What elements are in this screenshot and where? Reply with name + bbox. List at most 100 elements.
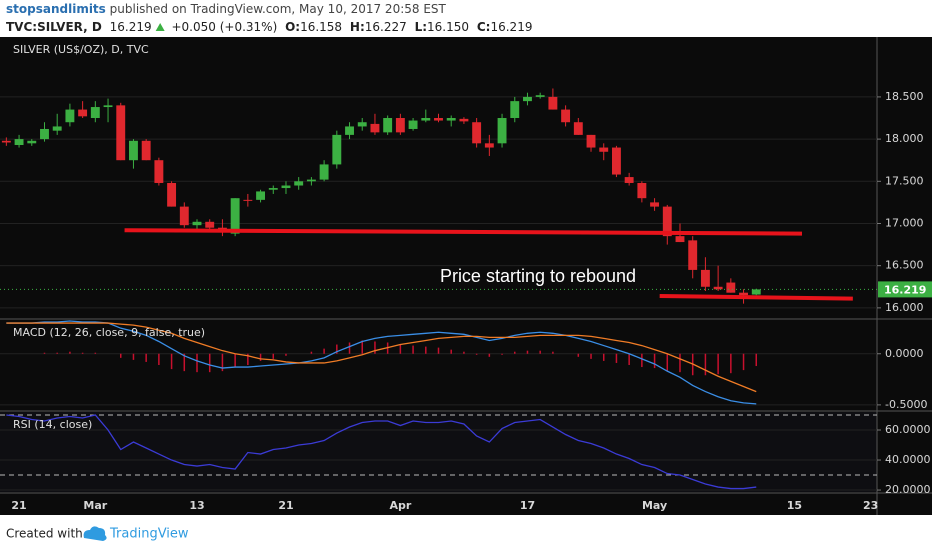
- histogram-bar: [653, 353, 656, 369]
- histogram-bar: [501, 353, 503, 355]
- candle-body: [103, 105, 113, 108]
- last-price-label: 16.219: [884, 283, 926, 296]
- symbol-line: TVC:SILVER, D 16.219 +0.050 (+0.31%) O:1…: [6, 20, 532, 34]
- candle-body: [1, 140, 11, 143]
- candle-body: [192, 221, 202, 226]
- histogram-bar: [348, 342, 351, 354]
- candle-body: [243, 199, 253, 201]
- candle-body: [561, 109, 571, 123]
- open: 16.158: [300, 20, 342, 34]
- histogram-bar: [450, 349, 452, 354]
- y-tick-label: 0.0000: [885, 347, 924, 360]
- support-line: [659, 294, 853, 301]
- y-tick-label: 20.0000: [885, 483, 931, 496]
- published: published on TradingView.com, May 10, 20…: [110, 2, 447, 16]
- candle-body: [675, 236, 685, 243]
- candle-body: [611, 147, 621, 175]
- histogram-bar: [412, 345, 414, 354]
- candle-body: [421, 118, 431, 121]
- brand-logo[interactable]: [83, 526, 107, 541]
- candle-body: [370, 123, 380, 133]
- candle-body: [306, 179, 316, 182]
- symbol: TVC:SILVER, D: [6, 20, 102, 34]
- histogram-bar: [183, 353, 186, 372]
- open-label: O:: [285, 20, 300, 34]
- candle-body: [523, 96, 532, 102]
- x-tick-label: 13: [189, 499, 204, 512]
- y-tick-label: 17.000: [885, 216, 924, 229]
- low: 16.150: [427, 20, 469, 34]
- histogram-bar: [539, 350, 541, 354]
- histogram-bar: [425, 346, 427, 354]
- candle-body: [548, 96, 558, 110]
- histogram-bar: [679, 353, 681, 373]
- candle-body: [154, 160, 164, 183]
- y-tick-label: 40.0000: [885, 453, 931, 466]
- candle-body: [383, 118, 393, 133]
- candle-body: [116, 105, 126, 161]
- candle-body: [726, 282, 736, 293]
- candle-body: [637, 182, 647, 199]
- candle-body: [332, 134, 342, 165]
- author[interactable]: stopsandlimits: [6, 2, 106, 16]
- histogram-bar: [196, 353, 198, 373]
- candle-body: [167, 182, 177, 207]
- candle-body: [688, 240, 698, 270]
- histogram-bar: [259, 353, 262, 361]
- histogram-bar: [145, 353, 147, 362]
- candle-body: [662, 206, 672, 237]
- candle-body: [650, 202, 660, 207]
- footer-text: Created with: [6, 527, 83, 541]
- indicator-line: [6, 322, 757, 393]
- histogram-bar: [374, 341, 376, 354]
- x-tick-label: May: [642, 499, 667, 512]
- candle-body: [408, 120, 418, 129]
- candle-body: [141, 140, 151, 161]
- histogram-bar: [132, 353, 135, 360]
- histogram-bar: [170, 353, 173, 370]
- candle-body: [205, 221, 215, 228]
- candle-body: [510, 101, 520, 119]
- histogram-bar: [755, 353, 758, 367]
- candle-body: [497, 118, 507, 144]
- brand-name[interactable]: TradingView: [109, 527, 189, 542]
- histogram-bar: [437, 347, 440, 354]
- histogram-bar: [590, 353, 592, 359]
- histogram-bar: [717, 353, 719, 375]
- x-tick-label: 23: [863, 499, 878, 512]
- candle-body: [179, 206, 189, 226]
- candle-body: [357, 122, 367, 127]
- candle-body: [90, 107, 100, 119]
- histogram-bar: [310, 351, 313, 354]
- histogram-bar: [577, 353, 580, 357]
- histogram-bar: [81, 352, 84, 354]
- candle-body: [78, 109, 88, 117]
- histogram-bar: [285, 353, 287, 356]
- histogram-bar: [704, 353, 707, 376]
- histogram-bar: [628, 353, 630, 365]
- histogram-bar: [119, 353, 122, 358]
- candle-body: [281, 185, 291, 189]
- candle-body: [472, 122, 482, 144]
- y-tick-label: 18.500: [885, 90, 924, 103]
- candle-body: [751, 289, 761, 295]
- support-line: [124, 228, 803, 236]
- candle-body: [345, 126, 354, 135]
- histogram-bar: [247, 353, 249, 365]
- candle-body: [459, 118, 469, 122]
- up-arrow: [155, 23, 165, 31]
- header-bg: [0, 0, 932, 37]
- candle-body: [739, 292, 748, 296]
- y-tick-label: 60.0000: [885, 423, 931, 436]
- candle-body: [446, 118, 456, 121]
- candle-body: [256, 191, 266, 200]
- last-price-box: [878, 281, 932, 298]
- y-tick-label: 16.500: [885, 259, 924, 272]
- candle-body: [395, 118, 405, 133]
- x-tick-label: Mar: [83, 499, 107, 512]
- close: 16.219: [490, 20, 532, 34]
- indicator-line: [6, 320, 757, 405]
- candle-body: [586, 134, 596, 148]
- candle-body: [535, 95, 545, 97]
- candle-body: [713, 286, 723, 290]
